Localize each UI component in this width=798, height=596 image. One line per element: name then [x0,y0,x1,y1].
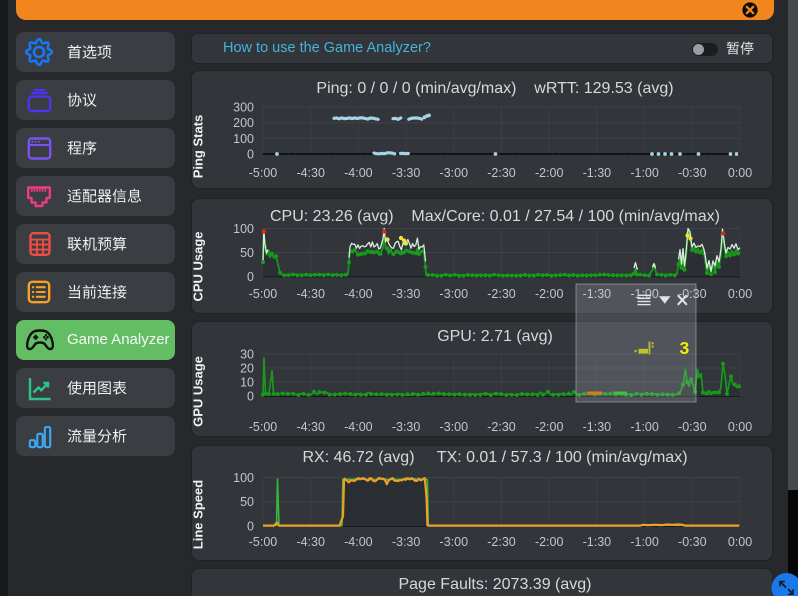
svg-text:-1:00: -1:00 [630,420,659,434]
svg-text:50: 50 [240,495,254,509]
svg-text:-1:30: -1:30 [583,287,612,301]
svg-text:-3:00: -3:00 [440,420,469,434]
svg-text:-4:30: -4:30 [296,287,325,301]
svg-text:-3:30: -3:30 [392,535,421,549]
svg-text:-2:00: -2:00 [535,535,564,549]
svg-text:0:00: 0:00 [728,535,752,549]
svg-text:-4:30: -4:30 [296,166,325,180]
svg-text:-2:30: -2:30 [487,166,516,180]
svg-text:-5:00: -5:00 [249,166,278,180]
svg-text:-1:00: -1:00 [630,166,659,180]
svg-text:0:00: 0:00 [728,420,752,434]
svg-text:-0:30: -0:30 [678,535,707,549]
svg-text:-5:00: -5:00 [249,535,278,549]
svg-text:3: 3 [680,338,690,358]
svg-text:0: 0 [247,270,254,284]
svg-text:0: 0 [247,520,254,534]
svg-text:-2:00: -2:00 [535,166,564,180]
svg-text:-4:00: -4:00 [344,166,373,180]
svg-text:-5:00: -5:00 [249,287,278,301]
svg-text:-4:30: -4:30 [296,535,325,549]
svg-text:-4:00: -4:00 [344,535,373,549]
svg-text:0: 0 [247,390,254,404]
svg-text:-2:30: -2:30 [487,420,516,434]
svg-text:100: 100 [233,132,254,146]
svg-text:-1:30: -1:30 [583,420,612,434]
svg-text:-2:00: -2:00 [535,287,564,301]
svg-text:-4:30: -4:30 [296,420,325,434]
svg-text:-4:00: -4:00 [344,420,373,434]
svg-text:20: 20 [240,362,254,376]
svg-text:-3:30: -3:30 [392,420,421,434]
svg-text:-3:00: -3:00 [440,166,469,180]
svg-text:0:00: 0:00 [728,287,752,301]
svg-text:-2:30: -2:30 [487,535,516,549]
svg-text:-0:30: -0:30 [678,166,707,180]
svg-text:-1:30: -1:30 [583,535,612,549]
svg-text:-2:30: -2:30 [487,287,516,301]
svg-text:300: 300 [233,101,254,115]
svg-text:-1:00: -1:00 [630,535,659,549]
svg-text:10: 10 [240,376,254,390]
svg-text:-3:00: -3:00 [440,287,469,301]
svg-text:-3:30: -3:30 [392,166,421,180]
svg-text:-0:30: -0:30 [678,420,707,434]
svg-text:100: 100 [233,471,254,485]
svg-text:-5:00: -5:00 [249,420,278,434]
svg-text:-3:30: -3:30 [392,287,421,301]
svg-text:30: 30 [240,348,254,362]
svg-text:-3:00: -3:00 [440,535,469,549]
svg-text:-2:00: -2:00 [535,420,564,434]
svg-text:0: 0 [247,148,254,162]
svg-text:50: 50 [240,246,254,260]
svg-text:-1:00: -1:00 [630,287,659,301]
svg-text:-1:30: -1:30 [583,166,612,180]
svg-text:-4:00: -4:00 [344,287,373,301]
svg-text:200: 200 [233,116,254,130]
svg-text:0:00: 0:00 [728,166,752,180]
svg-text:100: 100 [233,222,254,236]
